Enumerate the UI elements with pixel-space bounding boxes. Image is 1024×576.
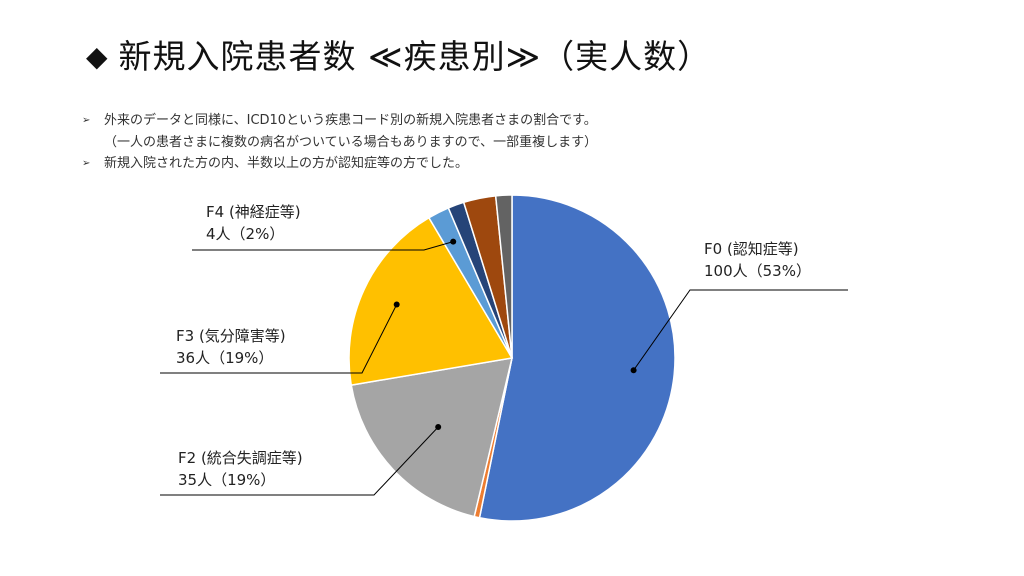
notes-list: ➢ 外来のデータと同様に、ICD10という疾患コード別の新規入院患者さまの割合です… [82, 110, 597, 175]
leader-line-f3 [160, 304, 398, 374]
pie-slice-f0 [478, 194, 676, 522]
note-text: 外来のデータと同様に、ICD10という疾患コード別の新規入院患者さまの割合です。 [104, 113, 597, 128]
pie-slice-f3 [348, 216, 514, 386]
note-text: （一人の患者さまに複数の病名がついている場合もありますので、一部重複します） [104, 135, 598, 150]
slice-label-name-f0: F0 (認知症等) [704, 240, 799, 258]
pie-slice-f2 [350, 357, 513, 518]
slice-label-name-f3: F3 (気分障害等) [176, 327, 286, 345]
page-title: ◆ 新規入院患者数 ≪疾患別≫（実人数） [86, 30, 711, 78]
pie-slices [348, 194, 676, 522]
arrow-bullet-icon: ➢ [82, 115, 91, 126]
leader-line-f4 [192, 241, 454, 251]
diamond-icon: ◆ [86, 40, 109, 73]
slice-label-value-f3: 36人（19%） [176, 349, 273, 367]
arrow-bullet-icon: ➢ [82, 158, 91, 169]
leader-lines [160, 238, 848, 496]
slice-labels: F0 (認知症等) 100人（53%） F2 (統合失調症等) 35人（19%） F3 … [176, 203, 811, 489]
note-text: 新規入院された方の内、半数以上の方が認知症等の方でした。 [104, 156, 469, 171]
slice-label-value-f2: 35人（19%） [178, 471, 275, 489]
slice-label-name-f4: F4 (神経症等) [206, 203, 301, 221]
title-text: 新規入院患者数 ≪疾患別≫（実人数） [118, 37, 712, 76]
slice-label-value-f0: 100人（53%） [704, 262, 811, 280]
slice-label-name-f2: F2 (統合失調症等) [178, 449, 303, 467]
leader-line-f0 [633, 289, 848, 371]
pie-slice-s7 [494, 194, 513, 359]
note-item: ➢ 外来のデータと同様に、ICD10という疾患コード別の新規入院患者さまの割合です… [82, 110, 597, 132]
note-item: ➢ 新規入院された方の内、半数以上の方が認知症等の方でした。 [82, 153, 597, 175]
slice-label-value-f4: 4人（2%） [206, 225, 284, 243]
leader-line-f2 [160, 426, 439, 496]
note-item: （一人の患者さまに複数の病名がついている場合もありますので、一部重複します） [82, 132, 597, 153]
